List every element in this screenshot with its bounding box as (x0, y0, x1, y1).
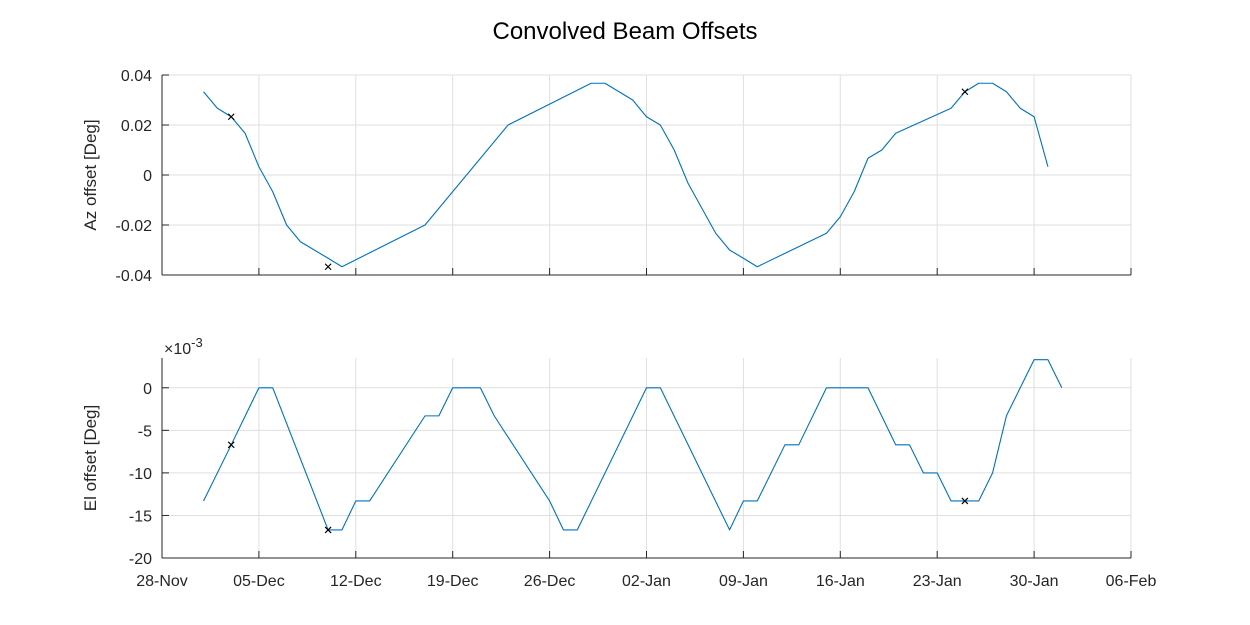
el-exponent-label: ×10-3 (164, 335, 203, 358)
x-tick-label: 09-Jan (719, 573, 768, 590)
az-y-tick-label: 0 (143, 168, 152, 185)
el-exponent-power: -3 (191, 335, 203, 350)
el-y-tick-label: -20 (129, 551, 152, 568)
az-y-tick-label: 0.04 (121, 68, 152, 85)
az-marker (324, 263, 332, 271)
el-y-tick-label: -10 (129, 466, 152, 483)
az-y-tick-label: -0.04 (116, 268, 153, 285)
el-series-line-0 (203, 359, 1063, 531)
az-marker (961, 88, 969, 96)
el-y-axis-label: El offset [Deg] (81, 405, 100, 511)
az-y-tick-label: 0.02 (121, 118, 152, 135)
el-marker (961, 497, 969, 505)
x-tick-label: 12-Dec (330, 573, 382, 590)
x-tick-label: 16-Jan (816, 573, 865, 590)
el-y-tick-label: -15 (129, 508, 152, 525)
el-marker (227, 441, 235, 449)
figure-title: Convolved Beam Offsets (492, 18, 757, 45)
az-y-tick-label: -0.02 (116, 218, 153, 235)
x-tick-label: 05-Dec (233, 573, 285, 590)
x-tick-label: 30-Jan (1010, 573, 1059, 590)
x-tick-label: 23-Jan (913, 573, 962, 590)
az-y-axis-label: Az offset [Deg] (81, 119, 100, 230)
x-tick-label: 26-Dec (524, 573, 576, 590)
el-marker (324, 526, 332, 534)
x-tick-label: 02-Jan (622, 573, 671, 590)
x-tick-label: 28-Nov (136, 573, 188, 590)
el-y-tick-label: -5 (138, 423, 152, 440)
az-marker (227, 113, 235, 121)
el-y-tick-label: 0 (143, 381, 152, 398)
x-tick-label: 06-Feb (1106, 573, 1157, 590)
x-tick-label: 19-Dec (427, 573, 479, 590)
